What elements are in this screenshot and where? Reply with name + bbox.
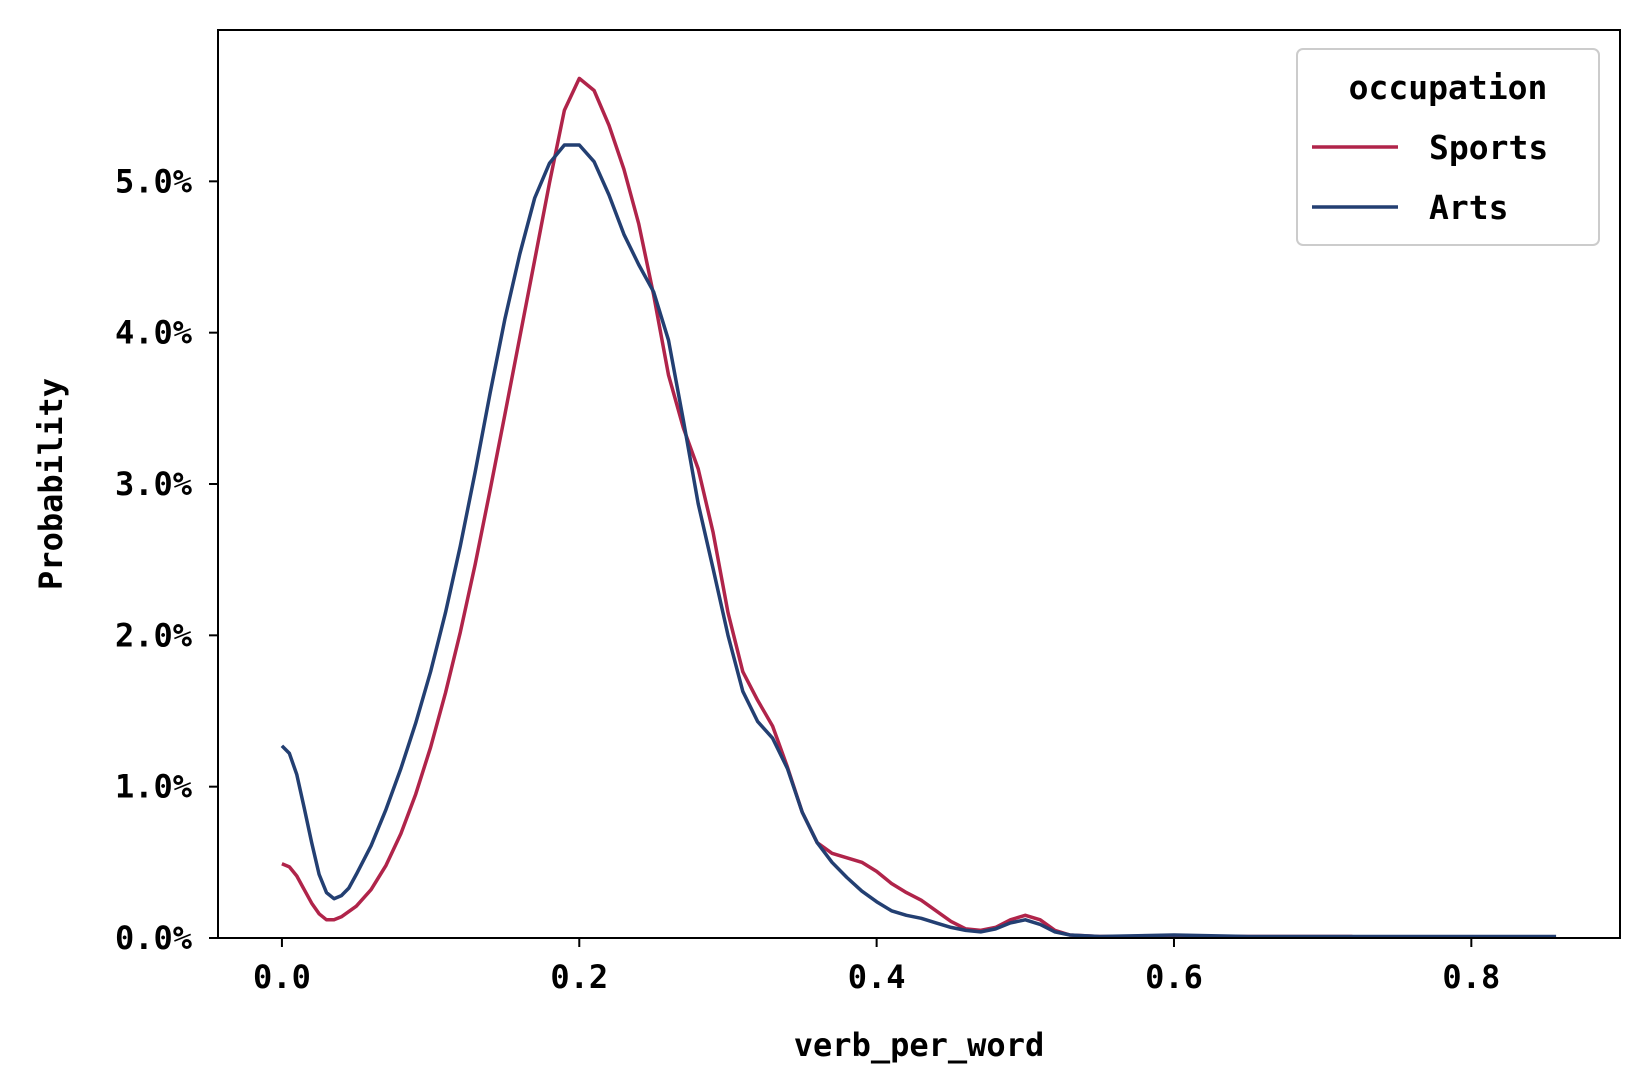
legend-label-sports: Sports <box>1429 128 1548 167</box>
legend-box <box>1296 48 1600 246</box>
x-axis-label: verb_per_word <box>794 1026 1044 1064</box>
x-tick-label: 0.2 <box>550 958 608 996</box>
x-tick-label: 0.0 <box>253 958 311 996</box>
series-layer <box>280 76 1557 939</box>
x-axis: 0.0 0.2 0.4 0.6 0.8 <box>253 938 1500 996</box>
y-tick-label: 3.0% <box>115 465 193 503</box>
x-tick-label: 0.4 <box>848 958 906 996</box>
y-axis: 0.0% 1.0% 2.0% 3.0% 4.0% 5.0% <box>115 162 218 957</box>
y-tick-label: 1.0% <box>115 768 193 806</box>
legend: occupation Sports Arts <box>1296 48 1600 246</box>
series-line-arts <box>280 143 1557 939</box>
y-tick-label: 4.0% <box>115 314 193 352</box>
x-tick-label: 0.6 <box>1145 958 1203 996</box>
y-tick-label: 2.0% <box>115 616 193 654</box>
legend-label-arts: Arts <box>1429 188 1508 227</box>
y-tick-label: 5.0% <box>115 162 193 200</box>
legend-title: occupation <box>1349 68 1548 107</box>
y-tick-label: 0.0% <box>115 919 193 957</box>
x-tick-label: 0.8 <box>1442 958 1500 996</box>
y-axis-label: Probability <box>32 378 70 590</box>
